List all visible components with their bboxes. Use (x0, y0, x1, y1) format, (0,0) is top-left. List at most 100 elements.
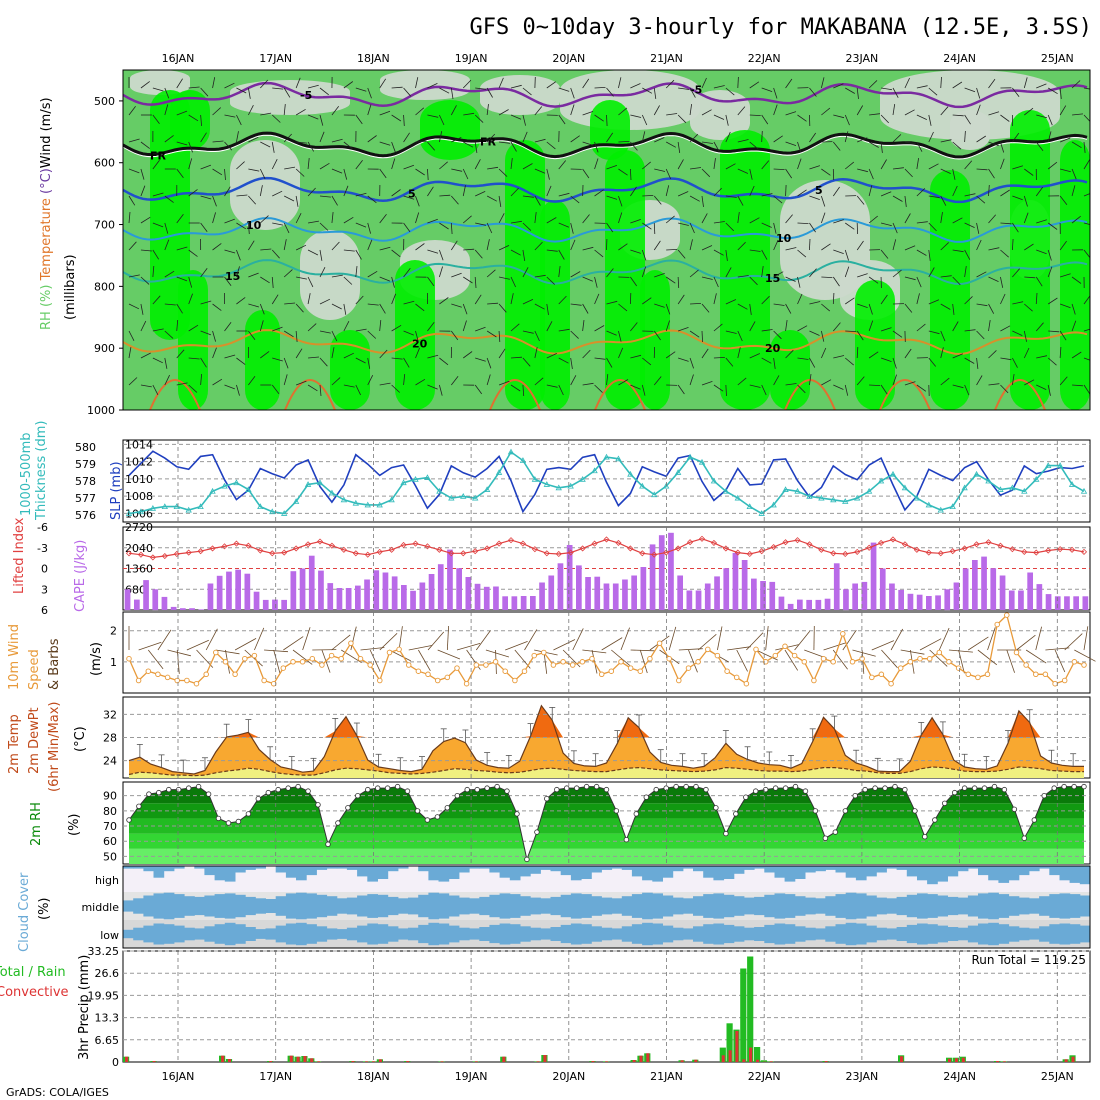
wind-speed-marker (888, 680, 894, 687)
cloud-low-bar (927, 924, 938, 944)
isotherm-label: 20 (765, 342, 781, 355)
lifted-tick-label: 3 (41, 583, 48, 596)
upper-wind-barb (486, 269, 496, 278)
upper-wind-barb (200, 114, 202, 127)
temp-unit-label: (°C) (73, 726, 88, 752)
cape-bar (778, 596, 785, 610)
cape-bar (594, 576, 601, 610)
upper-wind-barb (188, 293, 193, 305)
isotherm-label: -5 (690, 84, 702, 97)
thickness-marker (949, 503, 956, 510)
cloud-middle-bar (520, 896, 531, 916)
thickness-marker (686, 453, 694, 460)
upper-wind-barb (904, 276, 916, 281)
upper-wind-barb (295, 213, 302, 224)
cloud-high-bar (937, 866, 948, 882)
cloud-middle-bar (693, 896, 704, 916)
upper-wind-barb (570, 135, 580, 143)
isotherm-label: 15 (765, 272, 780, 285)
precip-conv-bar (536, 1061, 540, 1062)
cape-bar (889, 583, 895, 610)
cloud-high-bar (988, 866, 999, 881)
upper-unit-label: (millibars) (63, 254, 78, 320)
cloud-high-bar (458, 866, 470, 873)
upper-wind-barb (1036, 249, 1047, 255)
upper-wind-barb (904, 195, 907, 207)
cape-bar (355, 585, 361, 610)
wind-speed-marker (647, 655, 653, 662)
chart-title: GFS 0~10day 3-hourly for MAKABANA (12.5E… (469, 15, 1092, 40)
upper-wind-barb (128, 377, 138, 386)
lifted-index-marker (973, 541, 980, 548)
rh-marker (574, 785, 580, 791)
cloud-middle-bar (245, 896, 256, 916)
thickness-marker (627, 470, 634, 477)
upper-wind-barb (773, 222, 777, 234)
thickness-axis-label-2: Thickness (dm) (34, 421, 49, 521)
thickness-marker (483, 486, 491, 492)
day-label-top: 25JAN (1041, 52, 1074, 65)
cloud-high-bar (845, 866, 857, 878)
cloud-middle-bar (621, 896, 633, 916)
wind-speed-marker (869, 674, 875, 681)
wind-barb (823, 642, 847, 651)
rh-marker (185, 785, 192, 791)
lifted-index-marker (997, 542, 1004, 549)
upper-wind-barb (486, 104, 489, 116)
wind-barb (524, 629, 538, 651)
cape-bar (530, 596, 536, 610)
precip-total-bar (760, 1060, 767, 1062)
upper-wind-barb (952, 81, 963, 89)
wind-speed-marker (811, 677, 817, 684)
rh-marker (195, 783, 202, 790)
wind-barb (958, 649, 965, 674)
upper-wind-barb (689, 222, 695, 234)
rh-marker (971, 785, 978, 791)
upper-ytick-label: 700 (94, 219, 115, 232)
upper-wind-barb (248, 195, 256, 205)
upper-wind-barb (176, 213, 184, 224)
thickness-marker (436, 487, 443, 494)
cape-bar (677, 575, 683, 610)
cloud-low-bar (520, 926, 531, 942)
upper-wind-barb (498, 330, 501, 343)
upper-wind-barb (904, 141, 916, 145)
upper-wind-barb (785, 214, 793, 224)
upper-wind-barb (176, 246, 188, 251)
rh-marker (235, 818, 242, 825)
upper-wind-barb (546, 249, 558, 252)
rh-marker (912, 808, 918, 814)
upper-wind-barb (713, 158, 716, 170)
upper-wind-barb (271, 141, 275, 153)
upper-wind-barb (474, 249, 483, 259)
wind-speed-marker (1013, 649, 1020, 656)
wind-speed-marker (444, 674, 451, 681)
cape-bar (686, 590, 693, 610)
precip-conv-bar (440, 1061, 444, 1062)
upper-wind-barb (403, 374, 406, 386)
cloud-low-bar (509, 924, 521, 944)
cloud-middle-bar (784, 894, 796, 918)
upper-wind-barb (845, 87, 855, 94)
upper-frame (122, 69, 1091, 411)
upper-wind-barb (1012, 195, 1023, 201)
upper-wind-barb (367, 222, 371, 234)
cloud-low-bar (550, 927, 562, 941)
upper-wind-barb (283, 133, 292, 143)
upper-wind-barb (128, 241, 137, 251)
temp-tick-label: 24 (103, 755, 117, 768)
upper-wind-barb (570, 375, 577, 386)
cloud-low-bar (255, 929, 266, 939)
upper-wind-barb (486, 357, 492, 369)
cloud-low-bar (784, 924, 796, 944)
upper-wind-barb (1059, 303, 1071, 309)
cloud-low-bar (163, 924, 175, 944)
thickness-marker (400, 479, 407, 486)
thickness-marker (782, 486, 789, 492)
upper-wind-barb (379, 349, 388, 359)
thickness-marker (1045, 462, 1052, 469)
thickness-marker (543, 481, 550, 487)
upper-wind-barb (487, 166, 499, 170)
cloud-middle-bar (509, 894, 521, 918)
upper-wind-barb (641, 114, 648, 126)
